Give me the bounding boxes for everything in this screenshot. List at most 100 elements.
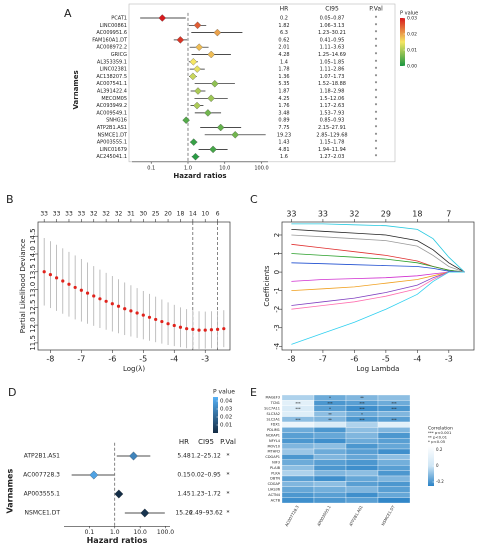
point (178, 325, 183, 329)
hr-point (191, 152, 200, 161)
ci-value: 1.15–1.78 (320, 140, 345, 146)
heat-cell (345, 481, 379, 487)
heat-cell (377, 470, 411, 477)
heat-cell (281, 492, 315, 498)
plot-frame (128, 3, 396, 163)
ci-value: 2.15–27.91 (318, 125, 346, 131)
hr-value: 1.43 (278, 140, 289, 146)
ci-value: 1.11–2.86 (320, 67, 345, 73)
heat-cell (377, 448, 411, 455)
y-tick-label: -4 (273, 342, 281, 350)
ci-value: 1.25–14.69 (318, 52, 346, 58)
point (67, 282, 71, 286)
p-value: * (375, 23, 378, 29)
hr-value: 4.81 (278, 147, 289, 153)
heat-cell (345, 438, 379, 444)
heat-cell (313, 438, 347, 444)
heat-cell (345, 432, 379, 439)
x-tick-label: 10.0 (133, 529, 147, 536)
ci-value: 1.5–12.06 (320, 96, 345, 102)
y-tick-label: 13.5 (29, 264, 37, 280)
hr-point (195, 43, 203, 51)
column-label: ATP2B1.AS1 (348, 504, 364, 527)
significance: *** (391, 418, 397, 422)
point (129, 309, 133, 313)
heat-cell (377, 481, 411, 487)
top-tick-label: 6 (216, 211, 220, 218)
x-tick-label: 100.0 (254, 165, 268, 171)
row-label: GRICG (111, 52, 127, 58)
colorbar-label: 0.01 (220, 423, 232, 429)
point (203, 328, 207, 332)
y-tick-label: 13.0 (29, 282, 37, 298)
point (123, 307, 127, 311)
significance: *** (327, 402, 333, 406)
hr-point (207, 94, 215, 103)
heat-cell (345, 427, 379, 433)
hr-value: 5.48 (177, 453, 191, 460)
row-label: AC093949.2 (96, 103, 127, 109)
heat-cell (313, 432, 347, 439)
row-label: CDGAP1 (265, 455, 280, 459)
hr-value: 1.36 (278, 74, 289, 80)
ci-value: 1.18–2.98 (320, 89, 345, 95)
hr-value: 1.78 (278, 67, 289, 73)
heat-cell (377, 421, 411, 428)
top-tick-label: 32 (102, 211, 110, 218)
row-label: AC009549.1 (96, 110, 127, 116)
p-value: * (375, 118, 378, 124)
heat-cell (377, 486, 411, 493)
x-tick-label: 0.1 (147, 165, 155, 171)
ci-value: 1.52–18.88 (318, 81, 346, 87)
heat-cell (377, 443, 411, 450)
top-tick-label: 32 (115, 211, 123, 218)
heat-cell (377, 492, 411, 498)
hr-point (189, 58, 198, 66)
heat-cell (313, 421, 347, 428)
hr-point (194, 87, 202, 95)
significance: ** (328, 412, 332, 416)
row-label: AC138207.5 (96, 74, 127, 80)
p-value: * (375, 59, 378, 65)
heat-cell (377, 427, 411, 433)
p-value: * (375, 37, 378, 43)
ci-value: 1.23–1.72 (191, 491, 221, 498)
row-label: AC008972.2 (96, 45, 127, 51)
point (42, 270, 46, 274)
hr-value: 6.3 (280, 30, 288, 36)
hr-value: 3.48 (278, 110, 289, 116)
colorbar-title: P value (400, 11, 418, 17)
y-tick-label: -3 (273, 324, 281, 331)
row-label: NSMCE1.DT (97, 132, 127, 138)
p-value: * (375, 30, 378, 36)
hr-point (189, 72, 197, 81)
x-axis-title: Log Lambda (357, 365, 400, 373)
y-axis-title: Coefficients (263, 265, 271, 307)
hr-point (193, 65, 201, 73)
y-tick-label: 2 (273, 233, 281, 237)
heat-cell (345, 497, 379, 504)
hr-value: 7.75 (278, 125, 289, 131)
colorbar-label: 0.02 (220, 415, 232, 421)
x-tick-label: -8 (287, 355, 295, 364)
top-tick-label: 31 (127, 211, 135, 218)
row-label: NCKAP1 (266, 434, 280, 438)
heat-cell (345, 492, 379, 498)
top-tick-label: 30 (139, 211, 147, 218)
x-tick-label: -6 (108, 355, 116, 364)
legend-note: *** p<0.001 (428, 430, 452, 435)
point (147, 315, 152, 319)
column-label: NSMCE1.DT (380, 504, 396, 527)
top-tick-label: 33 (65, 211, 73, 218)
p-value: * (375, 110, 378, 116)
significance: ** (328, 418, 332, 422)
heat-cell (377, 459, 411, 466)
heat-cell (281, 481, 315, 487)
heat-cell (345, 486, 379, 493)
row-label: MECOM05 (101, 96, 127, 102)
colorbar (428, 446, 434, 486)
significance: *** (295, 402, 301, 406)
ci-value: 1.53–7.93 (320, 110, 345, 116)
x-axis-title: Log(λ) (123, 365, 145, 373)
column-header: CI95 (198, 438, 214, 446)
